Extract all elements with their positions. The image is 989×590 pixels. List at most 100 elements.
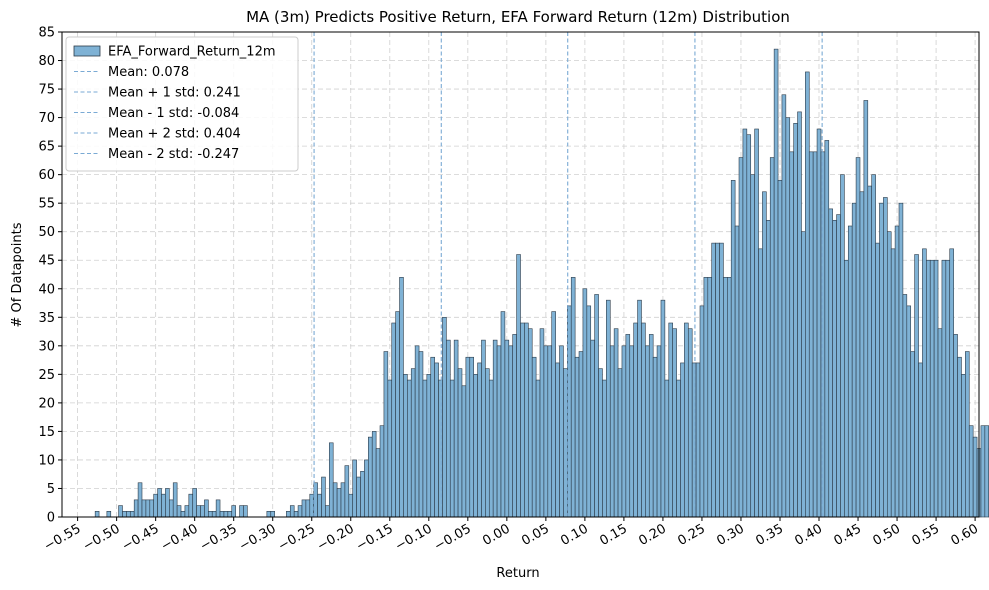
- y-tick-label: 85: [38, 26, 55, 41]
- x-tick-label: 0.10: [558, 521, 591, 548]
- bars-layer: [94, 48, 989, 518]
- y-tick-label: 40: [38, 282, 55, 297]
- y-tick-label: 30: [38, 339, 55, 354]
- histogram-bar: [375, 448, 381, 518]
- x-tick-label: 0.35: [753, 521, 786, 548]
- histogram-bar: [648, 334, 654, 518]
- y-tick-label: 45: [38, 254, 55, 269]
- histogram-bar: [559, 345, 564, 518]
- histogram-bar: [133, 499, 139, 518]
- x-tick-label: 0.30: [714, 521, 747, 548]
- histogram-bar: [289, 505, 295, 518]
- histogram-bar: [918, 362, 923, 518]
- histogram-bar: [266, 510, 272, 518]
- legend-label: Mean + 2 std: 0.404: [108, 127, 241, 142]
- histogram-bar: [629, 345, 634, 518]
- histogram-bar: [684, 322, 689, 518]
- histogram-bar: [344, 465, 350, 518]
- histogram-bar: [816, 128, 822, 518]
- histogram-bar: [769, 157, 775, 518]
- histogram-bar: [980, 425, 986, 518]
- histogram-bar: [305, 499, 311, 518]
- y-tick-label: 80: [38, 54, 55, 69]
- histogram-bar: [621, 345, 627, 518]
- histogram-bar: [297, 505, 303, 518]
- histogram-bar: [481, 339, 486, 518]
- histogram-bar: [844, 259, 849, 518]
- histogram-bar: [754, 128, 759, 518]
- histogram-bar: [371, 431, 377, 518]
- x-tick-label: 0.40: [792, 521, 825, 548]
- histogram-bar: [352, 459, 357, 518]
- histogram-bar: [465, 356, 471, 518]
- x-tick-label: −0.45: [120, 521, 162, 554]
- histogram-bar: [808, 151, 814, 518]
- x-tick-label: 0.60: [949, 521, 982, 548]
- x-tick-label: −0.05: [432, 521, 474, 554]
- histogram-bar: [231, 505, 236, 518]
- histogram-bar: [574, 356, 580, 518]
- histogram-bar: [485, 368, 490, 518]
- histogram-bar: [785, 117, 791, 518]
- y-tick-label: 0: [47, 511, 55, 526]
- histogram-bar: [898, 202, 904, 518]
- histogram-bar: [395, 311, 400, 518]
- legend-label: Mean - 1 std: -0.084: [108, 106, 239, 121]
- histogram-bar: [360, 471, 365, 518]
- legend-label: Mean + 1 std: 0.241: [108, 86, 241, 101]
- histogram-bar: [122, 510, 127, 518]
- histogram-bar: [176, 505, 182, 518]
- y-tick-label: 10: [38, 453, 55, 468]
- histogram-bar: [524, 322, 529, 518]
- histogram-bar: [516, 254, 521, 518]
- histogram-bar: [812, 151, 818, 518]
- histogram-bar: [687, 328, 693, 518]
- x-tick-label: −0.25: [276, 521, 318, 554]
- histogram-bar: [937, 328, 943, 518]
- histogram-bar: [926, 259, 931, 518]
- histogram-bar: [789, 151, 794, 518]
- histogram-bar: [340, 482, 346, 518]
- histogram-bar: [504, 339, 510, 518]
- histogram-bar: [883, 197, 888, 518]
- histogram-bar: [836, 214, 841, 518]
- x-tick-label: 0.45: [831, 521, 864, 548]
- histogram-bar: [863, 100, 869, 518]
- x-tick-label: −0.55: [42, 521, 84, 554]
- histogram-bar: [652, 356, 658, 518]
- histogram-bar: [972, 436, 978, 518]
- x-tick-label: −0.15: [354, 521, 396, 554]
- histogram-bar: [208, 510, 213, 518]
- y-axis-label: # Of Datapoints: [10, 222, 25, 327]
- histogram-bar: [828, 208, 833, 518]
- histogram-bar: [321, 476, 326, 518]
- histogram-bar: [953, 334, 958, 518]
- histogram-bar: [586, 305, 592, 518]
- histogram-bar: [551, 311, 556, 518]
- histogram-bar: [477, 362, 482, 518]
- histogram-bar: [758, 248, 763, 518]
- histogram-bar: [871, 174, 876, 518]
- histogram-bar: [633, 322, 638, 518]
- histogram-bar: [500, 311, 506, 518]
- histogram-bar: [746, 134, 752, 518]
- histogram-bar: [426, 374, 432, 518]
- histogram-bar: [204, 499, 209, 518]
- histogram-bar: [847, 225, 853, 518]
- histogram-bar: [707, 277, 713, 518]
- histogram-bar: [399, 277, 404, 518]
- histogram-bar: [750, 174, 755, 518]
- histogram-bar: [387, 379, 393, 518]
- histogram-bar: [656, 345, 662, 518]
- histogram-bar: [200, 505, 205, 518]
- histogram-bar: [801, 231, 806, 518]
- histogram-bar: [894, 225, 900, 518]
- histogram-bar: [730, 180, 736, 518]
- histogram-bar: [126, 510, 131, 518]
- histogram-bar: [703, 277, 709, 518]
- histogram-bar: [957, 356, 962, 518]
- histogram-bar: [508, 345, 513, 518]
- x-tick-label: −0.20: [315, 521, 357, 554]
- histogram-bar: [660, 299, 666, 518]
